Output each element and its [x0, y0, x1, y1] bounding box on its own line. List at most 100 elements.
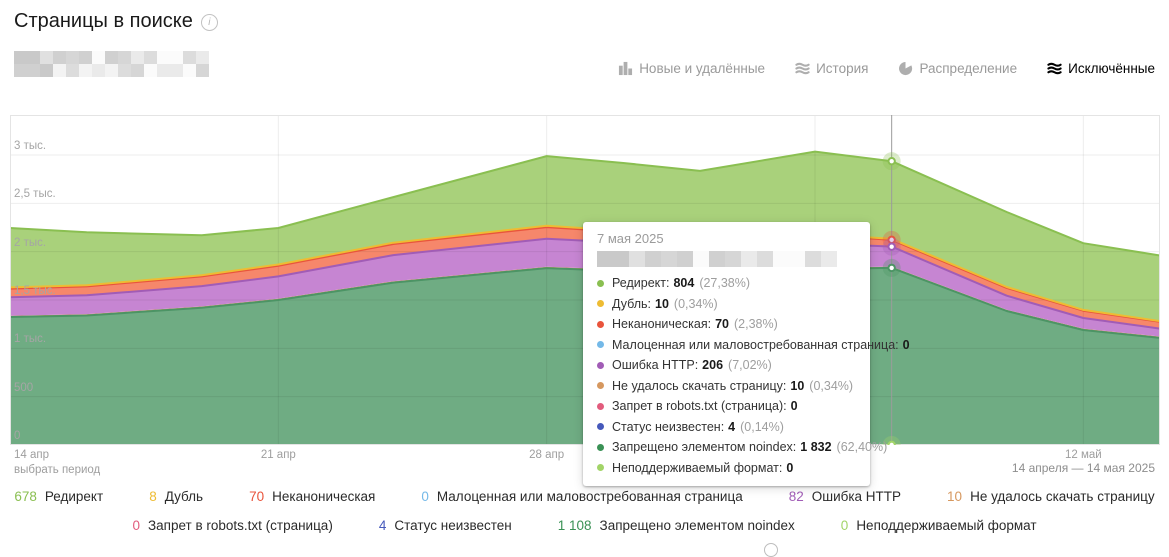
- legend-item[interactable]: 10 Не удалось скачать страницу: [947, 489, 1155, 504]
- mosaic-block: [170, 51, 183, 64]
- legend-item-label: Статус неизвестен: [394, 518, 512, 533]
- tt-mosaic-block: [693, 251, 709, 267]
- area-Редирект: [10, 151, 1160, 322]
- legend-item-count: 10: [947, 489, 963, 504]
- info-icon[interactable]: [200, 14, 218, 31]
- tooltip-row-percent: (7,02%): [728, 358, 772, 372]
- tooltip-row-value: 70: [715, 317, 729, 331]
- tab-new-removed[interactable]: Новые и удалённые: [618, 61, 765, 76]
- legend-item[interactable]: 4 Статус неизвестен: [379, 518, 512, 533]
- legend-item-label: Запрет в robots.txt (страница): [147, 518, 333, 533]
- area-Ошибка HTTP: [10, 238, 1160, 337]
- mosaic-block: [157, 64, 170, 77]
- legend-item-count: 0: [421, 489, 429, 504]
- mosaic-block: [14, 64, 27, 77]
- waves-icon: [795, 61, 810, 76]
- tooltip-row-label: Не удалось скачать страницу:: [612, 378, 787, 393]
- tooltip-row-percent: (2,38%): [733, 317, 778, 331]
- tooltip-row-label: Малоценная или маловостребованная страни…: [612, 337, 899, 352]
- page-title-row: Страницы в поиске: [14, 10, 218, 33]
- legend-item[interactable]: 0 Запрет в robots.txt (страница): [132, 518, 332, 533]
- legend-dot: [597, 279, 604, 287]
- tooltip-row-value: 1 832: [800, 440, 832, 454]
- tt-mosaic-block: [645, 251, 661, 267]
- tooltip-row: Неканоническая: 70 (2,38%): [597, 314, 856, 335]
- tab-label: Исключённые: [1068, 61, 1155, 76]
- waves-icon: [1047, 61, 1062, 76]
- marker-dot-Ошибка HTTP: [887, 242, 896, 251]
- tooltip-row: Малоценная или маловостребованная страни…: [597, 335, 910, 356]
- legend-dot: [597, 361, 604, 369]
- mosaic-block: [79, 64, 92, 77]
- legend-row-2: 0 Запрет в robots.txt (страница) 4 Статус н…: [0, 518, 1169, 533]
- mosaic-block: [170, 64, 183, 77]
- tooltip-row-label: Запрет в robots.txt (страница):: [612, 399, 787, 413]
- mosaic-block: [105, 51, 118, 64]
- mosaic-block: [27, 51, 40, 64]
- mosaic-block: [157, 51, 170, 64]
- site-name-redacted: [14, 51, 209, 77]
- tab-history[interactable]: История: [795, 61, 868, 76]
- tooltip-row-label: Неканоническая:: [612, 317, 712, 331]
- legend-dot: [597, 382, 604, 390]
- tooltip-row: Не удалось скачать страницу: 10 (0,34%): [597, 376, 856, 397]
- tt-mosaic-block: [629, 251, 645, 267]
- mosaic-block: [131, 64, 144, 77]
- tt-mosaic-block: [741, 251, 757, 267]
- tab-label: Распределение: [919, 61, 1018, 76]
- tt-mosaic-block: [725, 251, 741, 267]
- legend-item-count: 0: [840, 518, 849, 533]
- tooltip-row-value: 0: [786, 460, 794, 475]
- legend-item-label: Малоценная или маловостребованная страни…: [436, 489, 743, 504]
- mosaic-block: [66, 64, 79, 77]
- tooltip-row-label: Неподдерживаемый формат:: [612, 460, 783, 475]
- tt-mosaic-block: [709, 251, 725, 267]
- tooltip-row-value: 10: [655, 296, 669, 311]
- tt-mosaic-block: [805, 251, 821, 267]
- tooltip-row-label: Статус неизвестен:: [612, 419, 725, 434]
- tooltip-site-redacted: [597, 251, 856, 267]
- mosaic-block: [196, 64, 209, 77]
- legend-item[interactable]: 70 Неканоническая: [249, 489, 375, 504]
- tooltip-row-value: 0: [790, 399, 798, 413]
- legend-row-1: 678 Редирект 8 Дубль 70 Неканоническая 0 Малоце…: [0, 489, 1169, 504]
- legend-item[interactable]: 8 Дубль: [149, 489, 203, 504]
- marker-dot-Неподдерживаемый формат: [887, 440, 896, 450]
- tab-excluded[interactable]: Исключённые: [1047, 61, 1155, 76]
- mosaic-block: [92, 51, 105, 64]
- tooltip-row: Запрет в robots.txt (страница): 0: [597, 396, 856, 417]
- legend-item-count: 4: [378, 518, 387, 533]
- mosaic-block: [40, 64, 53, 77]
- mosaic-block: [66, 51, 79, 64]
- tt-mosaic-block: [677, 251, 693, 267]
- legend-item[interactable]: 678 Редирект: [14, 489, 103, 504]
- legend-item-count: 70: [249, 489, 265, 504]
- select-period-link[interactable]: выбрать период: [14, 464, 101, 476]
- mosaic-block: [144, 51, 157, 64]
- legend-item-label: Редирект: [44, 489, 104, 504]
- legend-dot: [597, 423, 604, 431]
- legend-item[interactable]: 0 Неподдерживаемый формат: [841, 518, 1037, 533]
- legend-item-label: Неподдерживаемый формат: [856, 518, 1037, 533]
- tab-distribution[interactable]: Распределение: [898, 61, 1017, 76]
- tooltip-row-value: 206: [702, 358, 724, 372]
- tt-mosaic-block: [661, 251, 677, 267]
- legend-item-label: Запрещено элементом noindex: [599, 518, 795, 533]
- mosaic-block: [196, 51, 209, 64]
- tooltip-row: Статус неизвестен: 4 (0,14%): [597, 417, 856, 438]
- tooltip-row-value: 10: [790, 378, 805, 393]
- legend-item[interactable]: 82 Ошибка HTTP: [789, 489, 901, 504]
- mosaic-block: [118, 51, 131, 64]
- marker-dot-Запрещено элементом noindex: [887, 263, 896, 273]
- mosaic-block: [92, 64, 105, 77]
- tooltip-date: 7 мая 2025: [597, 231, 664, 246]
- tooltip-row-label: Ошибка HTTP:: [612, 358, 699, 372]
- legend-item[interactable]: 0 Малоценная или маловостребованная стран…: [421, 489, 742, 504]
- mosaic-block: [144, 64, 157, 77]
- mosaic-block: [14, 51, 27, 64]
- legend-item[interactable]: 1 108 Запрещено элементом noindex: [558, 518, 795, 533]
- tooltip-row-value: 0: [902, 337, 910, 352]
- tooltip-row-percent: (0,14%): [740, 419, 784, 434]
- legend-dot: [597, 320, 604, 328]
- tooltip-row-value: 4: [728, 419, 736, 434]
